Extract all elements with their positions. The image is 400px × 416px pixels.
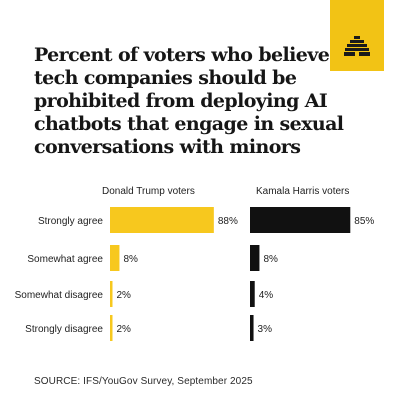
category-label: Somewhat agree: [27, 254, 103, 265]
data-label: 2%: [117, 290, 132, 301]
beehive-icon: [344, 36, 370, 56]
data-label: 8%: [263, 254, 278, 265]
data-label: 88%: [218, 216, 238, 227]
data-label: 3%: [258, 324, 273, 335]
bar: [110, 245, 120, 271]
chart-title: Percent of voters who believe tech compa…: [34, 44, 344, 158]
bar: [250, 281, 255, 307]
series-header: Donald Trump voters: [102, 186, 195, 197]
logo-tile: [330, 0, 384, 71]
bar: [110, 315, 113, 341]
category-label: Strongly disagree: [25, 324, 103, 335]
bar: [110, 281, 113, 307]
data-label: 4%: [259, 290, 274, 301]
data-label: 2%: [117, 324, 132, 335]
data-label: 85%: [354, 216, 374, 227]
bar: [250, 315, 254, 341]
bar: [250, 245, 260, 271]
category-label: Somewhat disagree: [15, 290, 104, 301]
series-header: Kamala Harris voters: [256, 186, 349, 197]
data-label: 8%: [123, 254, 138, 265]
source-note: SOURCE: IFS/YouGov Survey, September 202…: [34, 376, 253, 387]
bar-chart: Strongly agree Somewhat agree Somewhat dis…: [15, 186, 374, 341]
bar: [110, 207, 214, 233]
bar: [250, 207, 351, 233]
category-label: Strongly agree: [38, 216, 103, 227]
